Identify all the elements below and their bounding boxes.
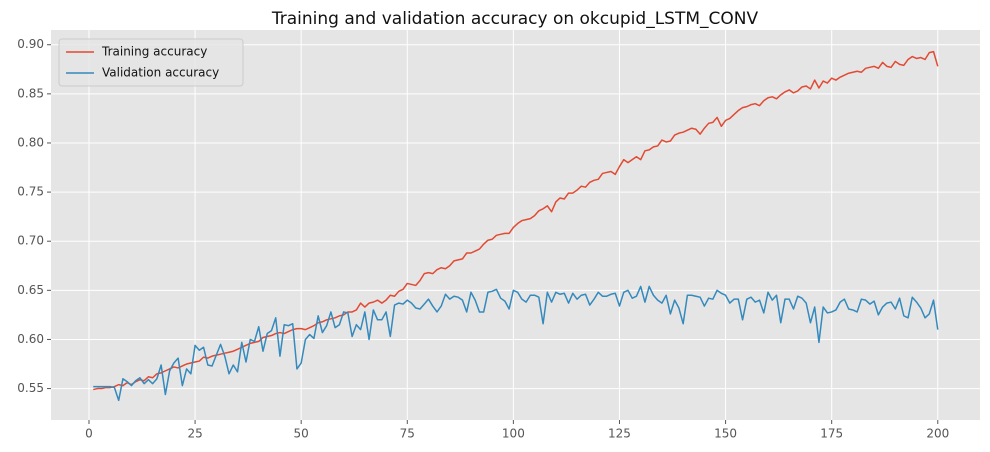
x-tick-label: 0: [85, 427, 93, 441]
x-tick-label: 25: [187, 427, 202, 441]
line: [93, 285, 939, 402]
x-tick-label: 50: [294, 427, 309, 441]
legend-box: [58, 38, 244, 87]
x-tick-label: 175: [820, 427, 843, 441]
y-tick-label: 0.75: [17, 185, 44, 199]
y-tick-label: 0.55: [17, 381, 44, 395]
y-tick-label: 0.85: [17, 86, 44, 100]
y-tick-label: 0.90: [17, 37, 44, 51]
y-tick-label: 0.60: [17, 332, 44, 346]
x-tick-label: 75: [400, 427, 415, 441]
x-tick-label: 200: [926, 427, 949, 441]
x-tick-label: 150: [714, 427, 737, 441]
legend-label: Training accuracy: [101, 45, 207, 59]
y-tick-label: 0.70: [17, 234, 44, 248]
line: [93, 50, 939, 391]
y-tick-label: 0.65: [17, 283, 44, 297]
x-tick-label: 125: [608, 427, 631, 441]
y-tick-label: 0.80: [17, 135, 44, 149]
chart-title: Training and validation accuracy on okcu…: [271, 9, 759, 29]
x-tick-label: 100: [502, 427, 525, 441]
legend-label: Validation accuracy: [102, 66, 219, 80]
